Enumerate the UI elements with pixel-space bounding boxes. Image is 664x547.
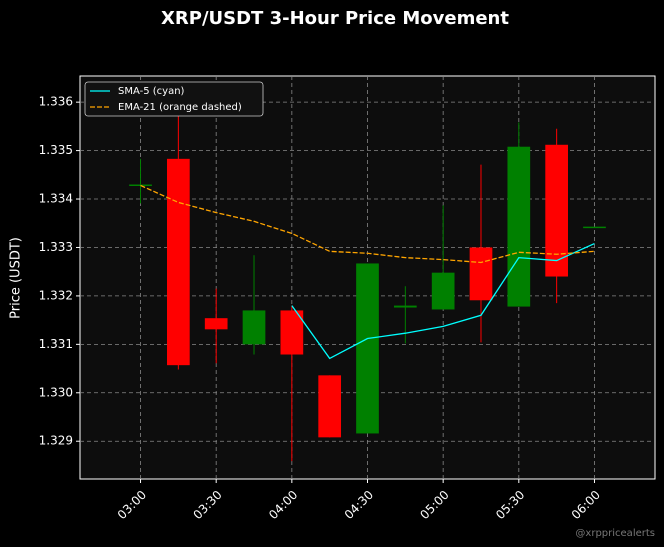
y-tick-label: 1.331 xyxy=(39,337,73,351)
series-line xyxy=(140,184,595,264)
candle-body xyxy=(280,310,304,355)
watermark: @xrppricealerts xyxy=(575,528,655,539)
candle-body xyxy=(507,146,531,307)
candle-body xyxy=(204,318,228,330)
candle-body xyxy=(242,310,266,345)
candle-body xyxy=(318,375,342,438)
candle-body xyxy=(129,184,152,186)
x-tick-label: 04:00 xyxy=(266,488,300,522)
candle-body xyxy=(356,263,379,434)
y-tick-label: 1.333 xyxy=(39,240,73,254)
legend-box xyxy=(84,81,264,117)
x-tick-label: 03:30 xyxy=(190,488,224,522)
y-tick-label: 1.332 xyxy=(39,288,73,302)
chart-title: XRP/USDT 3-Hour Price Movement xyxy=(161,8,509,29)
x-tick-label: 06:00 xyxy=(569,488,603,522)
y-tick-label: 1.330 xyxy=(39,385,73,399)
y-axis-label: Price (USDT) xyxy=(9,237,24,319)
legend-label: SMA-5 (cyan) xyxy=(118,86,185,97)
candle-body xyxy=(583,226,606,229)
candle-body xyxy=(469,247,493,301)
candle-body xyxy=(167,158,190,366)
x-tick-label: 05:30 xyxy=(493,488,527,522)
x-tick-label: 05:00 xyxy=(417,488,451,522)
candle-body xyxy=(393,305,417,308)
x-tick-label: 03:00 xyxy=(115,488,149,522)
x-tick-label: 04:30 xyxy=(342,488,376,522)
series-line xyxy=(291,243,595,360)
candle-body xyxy=(431,272,455,310)
legend: SMA-5 (cyan) EMA-21 (orange dashed) xyxy=(84,81,264,117)
candle-body xyxy=(545,144,568,277)
legend-label: EMA-21 (orange dashed) xyxy=(118,102,242,113)
y-tick-label: 1.334 xyxy=(39,192,73,206)
y-tick-label: 1.336 xyxy=(39,95,73,109)
y-tick-label: 1.335 xyxy=(39,143,73,157)
y-tick-label: 1.329 xyxy=(39,434,73,448)
